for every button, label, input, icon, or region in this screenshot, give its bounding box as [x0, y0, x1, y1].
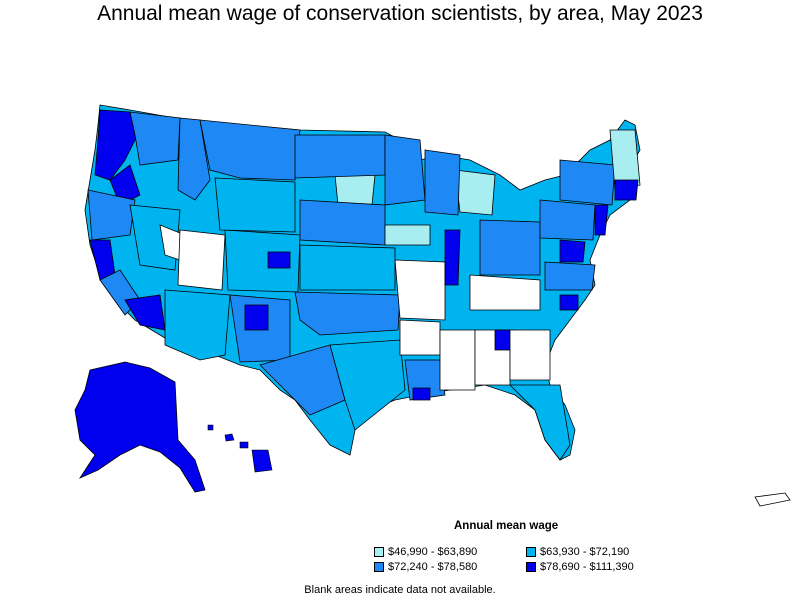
- region-co-high: [267, 251, 291, 269]
- region-ky-blank: [469, 274, 541, 311]
- region-ms-blank: [439, 329, 476, 391]
- legend-label-2: $63,930 - $72,190: [540, 546, 630, 558]
- region-nj-high: [594, 204, 609, 236]
- region-tx-east: [329, 339, 406, 431]
- contiguous-us: [84, 104, 641, 461]
- region-wi: [424, 149, 461, 216]
- region-nm-high: [244, 304, 269, 331]
- legend-swatch-1: [374, 547, 384, 557]
- region-id: [177, 117, 211, 201]
- region-mi-light: [454, 169, 496, 216]
- region-ia-light: [384, 224, 431, 246]
- legend-item-1: $46,990 - $63,890: [374, 546, 477, 558]
- alaska: [74, 361, 206, 493]
- region-la-high: [412, 387, 431, 401]
- legend-label-4: $78,690 - $111,390: [540, 561, 634, 573]
- region-fl: [509, 384, 571, 461]
- legend-swatch-3: [374, 562, 384, 572]
- region-ar-blank: [399, 319, 441, 356]
- region-or-west: [87, 189, 136, 241]
- legend-item-2: $63,930 - $72,190: [526, 546, 629, 558]
- region-az-mid: [164, 289, 231, 361]
- region-pa: [539, 199, 596, 241]
- region-nc-high: [559, 294, 579, 311]
- legend-label-3: $72,240 - $78,580: [388, 561, 478, 573]
- region-md-high: [559, 239, 586, 263]
- region-ny: [559, 159, 616, 206]
- legend-title: Annual mean wage: [454, 520, 559, 532]
- region-ok: [294, 291, 401, 336]
- region-ga-blank: [509, 329, 551, 381]
- blank-areas-note: Blank areas indicate data not available.: [304, 584, 496, 596]
- hawaii: [207, 424, 273, 473]
- legend-item-3: $72,240 - $78,580: [374, 561, 477, 573]
- region-oh: [479, 219, 541, 276]
- region-new-england: [609, 129, 641, 191]
- region-mt: [199, 119, 301, 181]
- region-ma-high: [614, 179, 639, 201]
- region-mn: [384, 134, 426, 206]
- map-title: Annual mean wage of conservation scienti…: [97, 2, 703, 25]
- region-wy: [214, 177, 296, 233]
- region-ut-blank: [177, 229, 226, 291]
- region-nd-light: [334, 174, 376, 206]
- legend-swatch-4: [526, 562, 536, 572]
- legend-swatch-2: [526, 547, 536, 557]
- region-il-high: [444, 229, 461, 286]
- region-ne: [299, 199, 386, 246]
- region-mo-blank: [394, 259, 446, 321]
- legend-label-1: $46,990 - $63,890: [388, 546, 478, 558]
- region-wa-east: [129, 111, 181, 166]
- puerto-rico: [754, 492, 791, 507]
- region-va: [544, 261, 596, 291]
- region-ks: [299, 244, 396, 291]
- region-sd: [294, 134, 386, 179]
- legend-item-4: $78,690 - $111,390: [526, 561, 634, 573]
